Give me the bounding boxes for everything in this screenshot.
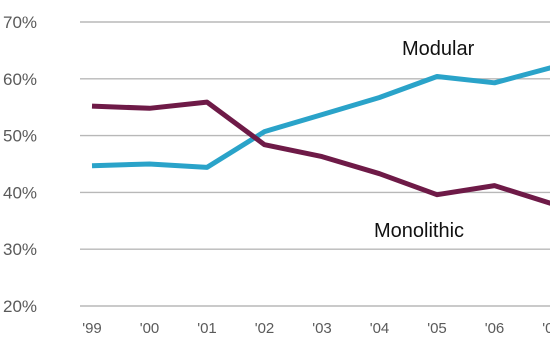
y-tick-label: 40% — [3, 183, 37, 202]
x-tick-label: '06 — [485, 320, 505, 337]
series-line-modular — [91, 65, 550, 170]
x-tick-label: '02 — [255, 320, 275, 337]
y-tick-label: 60% — [3, 70, 37, 89]
x-tick-label: '04 — [370, 320, 390, 337]
y-tick-label: 70% — [3, 13, 37, 32]
y-tick-label: 50% — [3, 127, 37, 146]
x-tick-label: '07 — [542, 320, 550, 337]
series-label-modular: Modular — [402, 38, 475, 60]
gridlines — [80, 21, 550, 307]
series-label-monolithic: Monolithic — [374, 220, 464, 242]
x-axis-ticks: '99 '00 '01 '02 '03 '04 '05 '06 '07 — [82, 320, 550, 337]
x-tick-label: '00 — [140, 320, 160, 337]
series-lines — [91, 65, 550, 206]
y-axis-ticks: 20% 30% 40% 50% 60% 70% — [3, 13, 37, 316]
series-labels: Modular Monolithic — [374, 38, 475, 242]
x-tick-label: '03 — [312, 320, 332, 337]
x-tick-label: '99 — [82, 320, 102, 337]
x-tick-label: '05 — [427, 320, 447, 337]
series-line-monolithic — [91, 99, 550, 206]
x-tick-label: '01 — [197, 320, 217, 337]
y-tick-label: 20% — [3, 297, 37, 316]
y-tick-label: 30% — [3, 240, 37, 259]
